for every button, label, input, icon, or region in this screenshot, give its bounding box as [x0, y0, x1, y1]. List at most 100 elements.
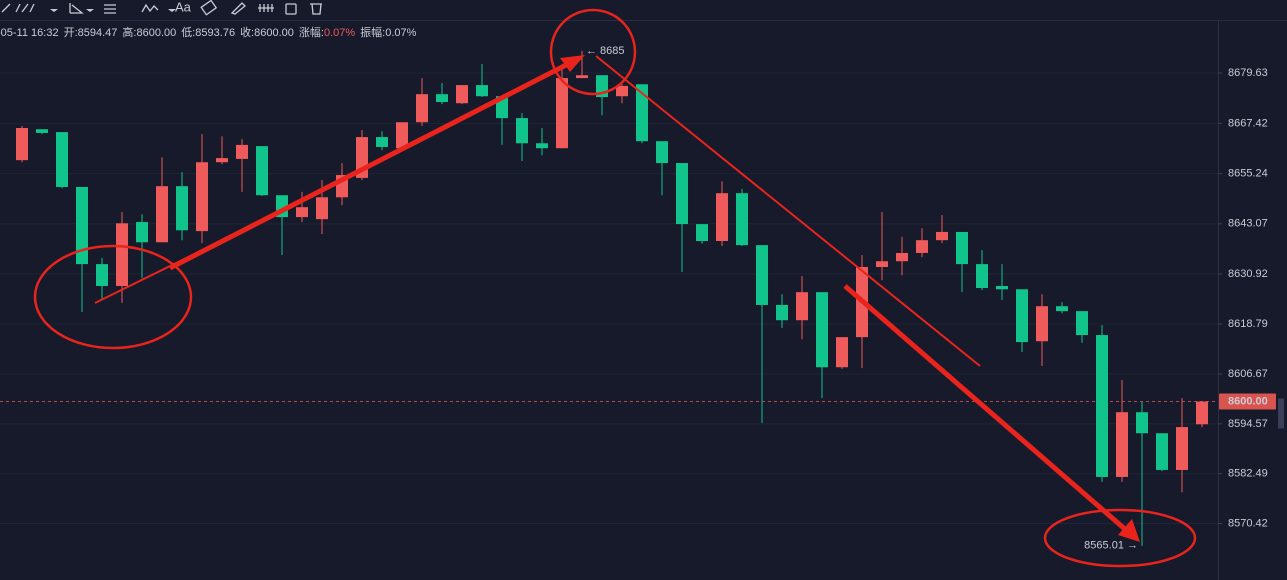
info-label: 开:	[64, 27, 78, 39]
candle-body	[1176, 427, 1188, 470]
info-value: 8594.47	[78, 27, 118, 39]
annotations	[33, 8, 1197, 568]
candle-body	[436, 94, 448, 103]
arrow-line	[843, 284, 1128, 532]
candle-body	[1136, 412, 1148, 434]
candle-body	[696, 224, 708, 242]
y-tick-label: 8618.79	[1228, 318, 1268, 330]
candle-body	[556, 78, 568, 149]
candle-body	[616, 85, 628, 97]
candle-body	[96, 264, 108, 286]
candle-body	[576, 75, 588, 79]
candle-body	[1016, 289, 1028, 343]
candle-body	[376, 137, 388, 147]
tool-text[interactable]: Aa	[175, 0, 192, 14]
candle-body	[836, 337, 848, 368]
arrow-line	[168, 61, 570, 271]
candle-body	[796, 292, 808, 321]
candle-body	[896, 252, 908, 262]
candle-body	[396, 122, 408, 149]
candle-body	[296, 207, 308, 218]
info-label: 涨幅:	[299, 26, 324, 39]
y-tick-label: 8606.67	[1228, 368, 1268, 380]
info-label: 低:	[181, 26, 195, 39]
candle-body	[1056, 306, 1068, 312]
tool-ruler[interactable]	[200, 0, 218, 16]
info-value: 8593.76	[195, 27, 235, 39]
tool-lines[interactable]	[104, 4, 116, 14]
tool-magnet[interactable]	[258, 4, 274, 12]
candle-body	[876, 261, 888, 268]
y-tick-label: 8630.92	[1228, 268, 1268, 280]
candle-body	[716, 193, 728, 242]
candle-body	[1036, 306, 1048, 342]
info-text: -05-11 16:32 开:8594.47 高:8600.00 低:8593.76 收…	[0, 25, 417, 39]
tool-channel[interactable]	[15, 3, 35, 13]
last-price-label: 8600.00	[1228, 395, 1268, 407]
y-tick-label: 8679.63	[1228, 67, 1268, 79]
tool-pattern[interactable]	[141, 3, 159, 13]
candle-body	[236, 144, 248, 159]
tool-fib[interactable]	[69, 3, 84, 14]
tool-brush[interactable]	[230, 2, 246, 15]
candle-body	[416, 94, 428, 123]
candle-body	[316, 197, 328, 220]
y-tick-label: 8582.49	[1228, 468, 1268, 480]
candle-body	[1156, 433, 1168, 470]
candle-body	[516, 118, 528, 144]
circle-annotation	[1043, 508, 1197, 568]
candle-body	[536, 143, 548, 149]
y-tick-label: 8643.07	[1228, 218, 1268, 230]
candle-body	[156, 186, 168, 243]
info-value: 0.07%	[324, 27, 355, 39]
circle-annotation	[33, 244, 193, 350]
candle-body	[776, 304, 788, 321]
toolbar	[1, 0, 322, 16]
price-labels: 8679.63 8667.42 8655.24 8643.07 8630.92 8618.…	[586, 45, 1284, 552]
candle-body	[16, 127, 28, 161]
y-tick-label: 8667.42	[1228, 117, 1268, 129]
y-tick-label: 8570.42	[1228, 517, 1268, 529]
circle-annotation	[549, 8, 637, 96]
info-value: 8600.00	[136, 27, 176, 39]
candle-body	[456, 85, 468, 104]
candle-body	[216, 158, 228, 163]
low-label: 8565.01 →	[1084, 540, 1138, 552]
y-tick-label: 8594.57	[1228, 418, 1268, 430]
candle-body	[1096, 335, 1108, 477]
candles	[16, 50, 1208, 546]
candle-body	[476, 85, 488, 97]
info-value: 0.07%	[385, 27, 416, 39]
candle-body	[196, 162, 208, 232]
tool-lock[interactable]	[285, 3, 297, 15]
candle-body	[56, 132, 68, 187]
candle-body	[736, 193, 748, 246]
grid	[0, 72, 1222, 524]
candle-body	[816, 292, 828, 368]
candle-body	[36, 129, 48, 133]
candle-body	[636, 84, 648, 142]
candle-body	[136, 222, 148, 243]
candle-body	[76, 186, 88, 265]
candle-body	[116, 223, 128, 286]
tool-delete[interactable]	[310, 3, 322, 15]
candle-body	[1076, 311, 1088, 336]
candle-body	[916, 240, 928, 253]
candle-body	[956, 231, 968, 265]
arrow-line	[595, 55, 981, 367]
candle-body	[1196, 401, 1208, 425]
scroll-handle	[1278, 398, 1284, 429]
tool-line[interactable]	[1, 3, 11, 13]
info-label: 高:	[122, 25, 136, 39]
info-label: -05-11 16:32	[0, 27, 59, 39]
info-line: -05-11 16:32 开:8594.47 高:8600.00 低:8593.76 收…	[0, 25, 417, 39]
candle-body	[936, 231, 948, 241]
candle-body	[676, 163, 688, 225]
candle-body	[756, 245, 768, 305]
candle-body	[976, 264, 988, 289]
y-tick-label: 8655.24	[1228, 168, 1268, 180]
candle-body	[656, 141, 668, 164]
candle-body	[996, 285, 1008, 290]
